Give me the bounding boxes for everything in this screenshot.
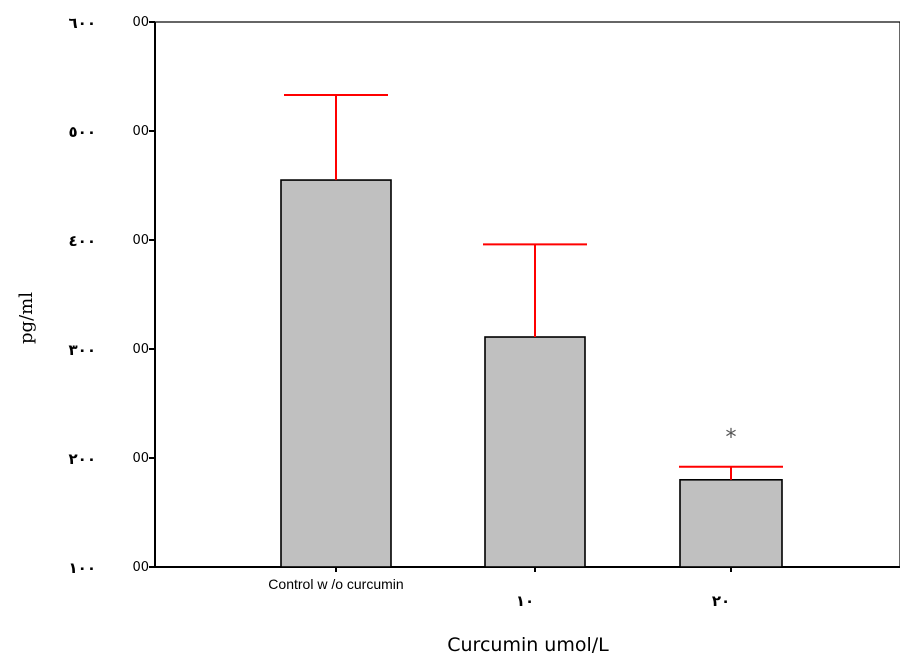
y-tick-label-arabic: ٥٠٠ xyxy=(69,123,96,141)
bar xyxy=(679,478,783,568)
y-tick-label-arabic: ٤٠٠ xyxy=(69,232,96,250)
significance-marker: * xyxy=(726,426,737,451)
bar xyxy=(484,336,586,568)
y-ticks: 00 ١٠٠ 00 ٢٠٠ 00 ٣٠٠ 00 ٤٠٠ 00 ٥٠٠ 00 ٦٠٠ xyxy=(69,14,155,577)
x-tick-label: ٢٠ xyxy=(712,592,730,610)
x-axis-label: Curcumin umol/L xyxy=(447,634,609,656)
y-tick-label-arabic: ١٠٠ xyxy=(69,559,96,577)
x-tick-label: ١٠ xyxy=(516,592,534,610)
y-tick-label-arabic: ٢٠٠ xyxy=(69,450,96,468)
bar xyxy=(280,179,392,568)
x-tick-label: Control w /o curcumin xyxy=(268,576,403,592)
y-tick-label: 00 xyxy=(132,342,149,357)
x-ticks: Control w /o curcumin ١٠ ٢٠ xyxy=(268,567,732,610)
y-tick-label: 00 xyxy=(132,451,149,466)
y-tick-label: 00 xyxy=(132,15,149,30)
bars: * xyxy=(280,94,783,568)
y-axis-label: pg/ml xyxy=(16,292,37,344)
y-tick-label: 00 xyxy=(132,124,149,139)
y-tick-label-arabic: ٣٠٠ xyxy=(69,341,96,359)
y-tick-label-arabic: ٦٠٠ xyxy=(69,14,96,32)
y-tick-label: 00 xyxy=(132,560,149,575)
y-tick-label: 00 xyxy=(132,233,149,248)
